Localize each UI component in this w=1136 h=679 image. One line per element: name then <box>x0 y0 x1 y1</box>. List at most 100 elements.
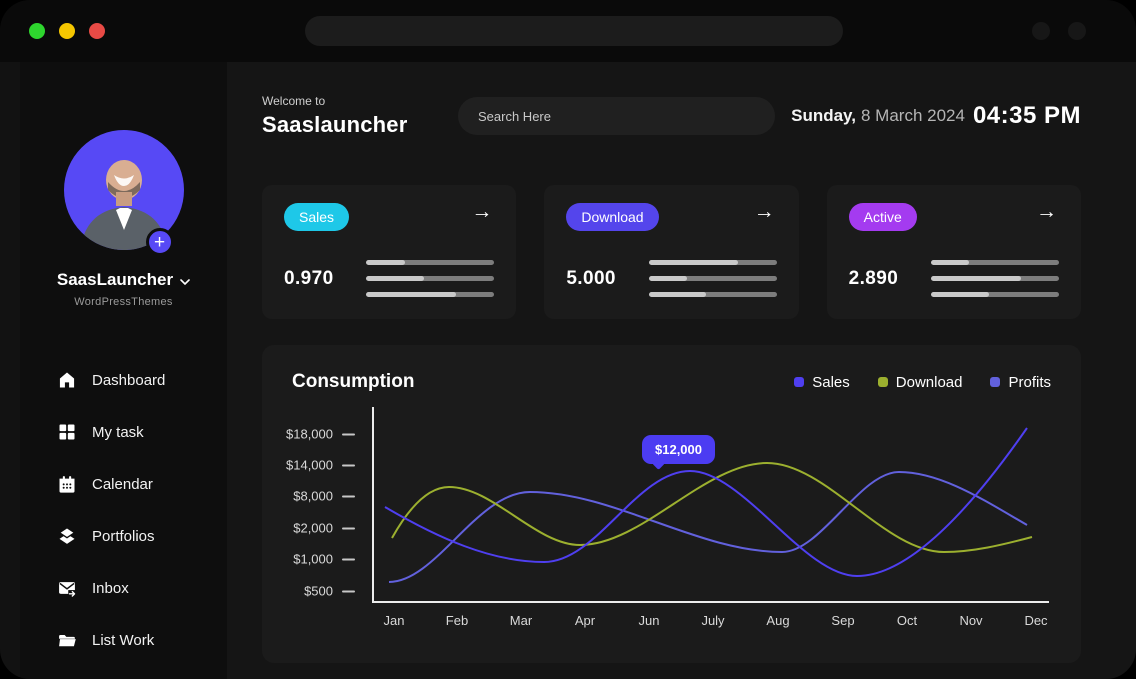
legend-dot-icon <box>877 377 888 387</box>
y-axis-tick: $2,000 <box>293 521 355 536</box>
sidebar: + SaasLauncher WordPressThemes Dashboard <box>20 62 227 679</box>
status-badge: Download <box>566 203 659 231</box>
legend-item-download: Download <box>877 373 963 391</box>
window-titlebar <box>0 0 1136 62</box>
time-label: 04:35 PM <box>972 102 1081 129</box>
sidebar-item-dashboard[interactable]: Dashboard <box>20 354 227 406</box>
browser-address-bar[interactable] <box>305 16 843 46</box>
mini-bars <box>648 260 777 297</box>
window-green-button[interactable] <box>29 23 45 39</box>
window-control-dot-2[interactable] <box>1068 22 1086 40</box>
mini-bar <box>648 260 777 265</box>
stat-value: 2.890 <box>848 267 899 289</box>
legend-label: Sales <box>812 373 850 391</box>
home-icon <box>57 370 77 390</box>
mini-bar <box>930 260 1059 265</box>
profile-name-label: SaasLauncher <box>56 270 174 289</box>
main-content: Welcome to Saaslauncher Sunday, 8 March … <box>227 62 1136 679</box>
stats-row: Sales → 0.970 Download → <box>262 185 1081 319</box>
x-axis-tick: Mar <box>509 613 533 628</box>
sidebar-item-portfolios[interactable]: Portfolios <box>20 510 227 562</box>
y-axis-tick: $500 <box>304 584 355 599</box>
y-axis-tick: $8,000 <box>293 489 355 504</box>
stat-card-download: Download → 5.000 <box>544 185 799 319</box>
status-badge: Sales <box>284 203 350 231</box>
y-axis-tick: $18,000 <box>286 427 355 442</box>
legend-item-profits: Profits <box>990 374 1051 391</box>
window-control-dot-1[interactable] <box>1032 22 1050 40</box>
arrow-right-icon[interactable]: → <box>471 200 493 223</box>
chart-title: Consumption <box>292 371 415 392</box>
welcome-label: Welcome to <box>262 94 326 108</box>
mini-bar <box>930 276 1059 281</box>
x-axis-tick: Nov <box>959 613 983 628</box>
arrow-right-icon[interactable]: → <box>1035 200 1057 223</box>
chart-legend: Sales Download Profits <box>794 374 1051 391</box>
x-axis-tick: Dec <box>1024 613 1048 628</box>
line-chart <box>372 407 1049 603</box>
series-sales-line <box>384 427 1028 578</box>
mini-bar <box>366 260 495 265</box>
sidebar-item-my-task[interactable]: My task <box>20 406 227 458</box>
traffic-lights <box>29 23 105 39</box>
sidebar-item-inbox[interactable]: Inbox <box>20 562 227 614</box>
add-profile-button[interactable]: + <box>145 228 174 256</box>
profile-subtitle: WordPressThemes <box>74 296 173 308</box>
x-axis-tick: Feb <box>445 613 469 628</box>
chart-tooltip: $12,000 <box>642 435 715 470</box>
folder-icon <box>57 630 77 650</box>
mini-bar <box>366 276 495 281</box>
datetime: Sunday, 8 March 2024 04:35 PM <box>791 102 1081 130</box>
status-badge: Active <box>848 203 917 231</box>
mini-bar <box>930 292 1059 297</box>
mini-bars <box>366 260 495 297</box>
tooltip-value: $12,000 <box>655 442 702 457</box>
mini-bars <box>930 260 1059 297</box>
mail-arrow-icon <box>57 578 77 598</box>
consumption-chart-card: Consumption Sales Download Profits <box>262 345 1081 663</box>
stat-value: 5.000 <box>566 267 616 289</box>
x-axis-tick: Apr <box>574 613 596 628</box>
chart-plot-area: $18,000 $14,000 $8,000 $2,000 $1,000 $50… <box>286 407 1049 628</box>
y-axis-tick: $1,000 <box>293 552 355 567</box>
nav-label: Dashboard <box>92 371 166 389</box>
avatar-person-illustration <box>79 160 168 250</box>
nav-label: Calendar <box>92 475 153 493</box>
mini-bar <box>648 276 777 281</box>
window-yellow-button[interactable] <box>59 23 75 39</box>
mini-bar <box>366 292 495 297</box>
left-gutter <box>0 62 20 679</box>
search-input[interactable] <box>458 97 775 135</box>
nav-label: My task <box>92 423 144 441</box>
layers-icon <box>57 526 77 546</box>
nav-label: List Work <box>92 631 155 649</box>
stat-card-active: Active → 2.890 <box>826 185 1081 319</box>
avatar[interactable] <box>63 130 184 250</box>
x-axis-tick: Aug <box>766 613 790 628</box>
window-red-button[interactable] <box>89 23 105 39</box>
profile-switcher[interactable]: SaasLauncher <box>20 270 227 290</box>
x-axis-tick: July <box>701 613 725 628</box>
grid-icon <box>57 422 77 442</box>
series-download-line <box>391 461 1033 554</box>
stat-value: 0.970 <box>284 267 334 289</box>
legend-label: Profits <box>1008 373 1051 391</box>
legend-dot-icon <box>794 377 805 387</box>
x-axis-tick: Oct <box>896 613 918 628</box>
legend-label: Download <box>895 373 963 391</box>
series-profits-line <box>388 470 1028 583</box>
page-title: Saaslauncher <box>262 112 408 137</box>
legend-item-sales: Sales <box>794 374 850 391</box>
nav-label: Portfolios <box>92 527 155 545</box>
page-header: Welcome to Saaslauncher Sunday, 8 March … <box>262 90 1081 142</box>
arrow-right-icon[interactable]: → <box>753 200 775 223</box>
y-axis-tick: $14,000 <box>286 458 355 473</box>
sidebar-nav: Dashboard My task Calendar <box>20 354 227 666</box>
x-axis-tick: Sep <box>831 613 855 628</box>
sidebar-item-list-work[interactable]: List Work <box>20 614 227 666</box>
sidebar-item-calendar[interactable]: Calendar <box>20 458 227 510</box>
date-day-label: Sunday, <box>791 106 856 125</box>
mini-bar <box>648 292 777 297</box>
calendar-icon <box>57 474 77 494</box>
